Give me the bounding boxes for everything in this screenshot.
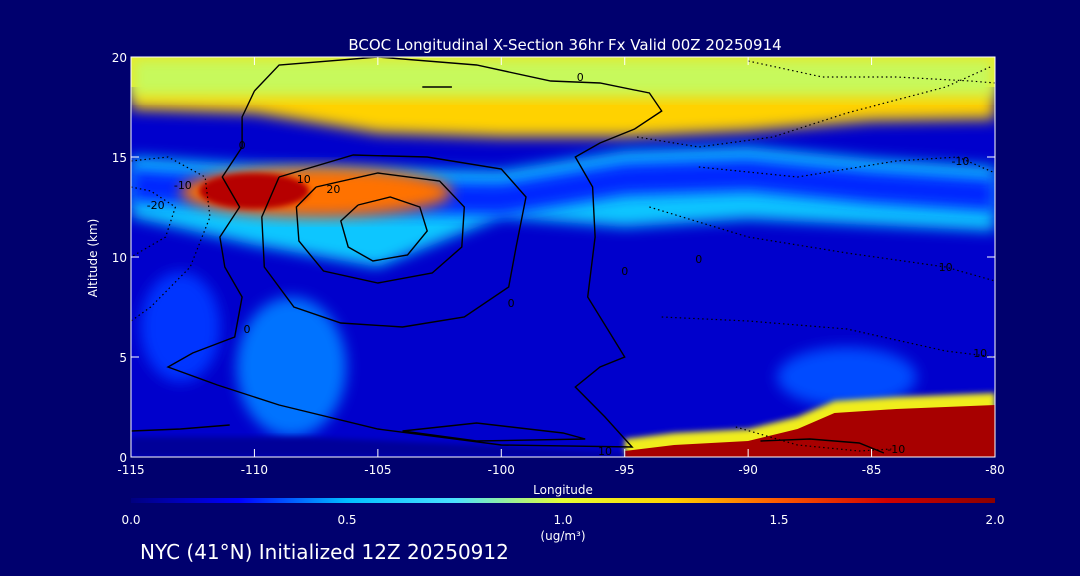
contour-label: 0 [621, 265, 628, 278]
y-tick-label: 10 [112, 251, 127, 265]
lower-blue-patch [776, 347, 917, 407]
contour-line [295, 172, 466, 284]
x-tick-label: -90 [738, 463, 758, 477]
contour-label: 10 [939, 261, 953, 274]
x-tick-label: -80 [985, 463, 1005, 477]
contour-line [166, 57, 663, 448]
contour-line [735, 426, 892, 452]
contour-line [649, 206, 995, 282]
colorbar-ticks: 0.0 0.5 1.0 1.5 2.0 [121, 513, 1004, 527]
upper-band [131, 57, 995, 137]
contour-label: 0 [239, 139, 246, 152]
x-axis-label: Longitude [533, 483, 593, 497]
x-axis: -115 -110 -105 -100 -95 -90 -85 -80 [117, 57, 1005, 477]
contour-label: 0 [695, 253, 702, 266]
contour-line [637, 66, 991, 148]
contour-line [131, 424, 230, 432]
colorbar-tick-label: 2.0 [985, 513, 1004, 527]
contour-line [747, 60, 995, 84]
lower-blue-patch [236, 297, 347, 437]
colorbar [131, 498, 995, 503]
contour-label: 10 [297, 173, 311, 186]
contour-label: -10 [174, 179, 192, 192]
y-tick-label: 5 [119, 351, 127, 365]
contour-label: 20 [326, 183, 340, 196]
x-tick-label: -85 [862, 463, 882, 477]
contour-label: 10 [973, 347, 987, 360]
colorbar-tick-label: 1.0 [553, 513, 572, 527]
contour-line [698, 156, 995, 178]
lower-blue-patch [140, 272, 221, 382]
contour-label: 0 [244, 323, 251, 336]
x-tick-label: -95 [615, 463, 635, 477]
x-tick-label: -105 [364, 463, 391, 477]
colorbar-tick-label: 0.5 [337, 513, 356, 527]
y-tick-label: 15 [112, 151, 127, 165]
contour-label: 0 [577, 71, 584, 84]
contour-label: -10 [951, 155, 969, 168]
y-tick-label: 0 [119, 451, 127, 465]
concentration-field [131, 57, 995, 457]
x-tick-label: -100 [488, 463, 515, 477]
surface-plume [624, 405, 995, 457]
contour-line [340, 196, 428, 262]
contour-label: 0 [508, 297, 515, 310]
contour-line [661, 316, 995, 358]
contour-labels: 0 0 10 20 -10 -20 0 10 -10 0 0 0 -10 10 10 [147, 71, 987, 458]
colorbar-tick-label: 0.0 [121, 513, 140, 527]
y-axis: 0 5 10 15 20 [112, 51, 995, 465]
upper-band-fill [131, 57, 995, 97]
contour-line [402, 422, 586, 442]
contour-label: -20 [147, 199, 165, 212]
contour-line [131, 156, 211, 322]
hotspot-core [199, 173, 310, 209]
y-tick-label: 20 [112, 51, 127, 65]
chart-title: BCOC Longitudinal X-Section 36hr Fx Vali… [348, 36, 781, 54]
x-tick-label: -115 [117, 463, 144, 477]
contour-line [760, 438, 885, 454]
y-axis-label: Altitude (km) [86, 219, 100, 298]
x-tick-label: -110 [241, 463, 268, 477]
contour-label: 10 [598, 445, 612, 458]
contour-line [261, 154, 527, 328]
contour-lines [131, 57, 995, 454]
colorbar-unit-label: (ug/m³) [540, 529, 585, 543]
contour-label: -10 [887, 443, 905, 456]
contour-line [131, 186, 177, 258]
colorbar-tick-label: 1.5 [769, 513, 788, 527]
footer-caption: NYC (41°N) Initialized 12Z 20250912 [140, 540, 509, 564]
